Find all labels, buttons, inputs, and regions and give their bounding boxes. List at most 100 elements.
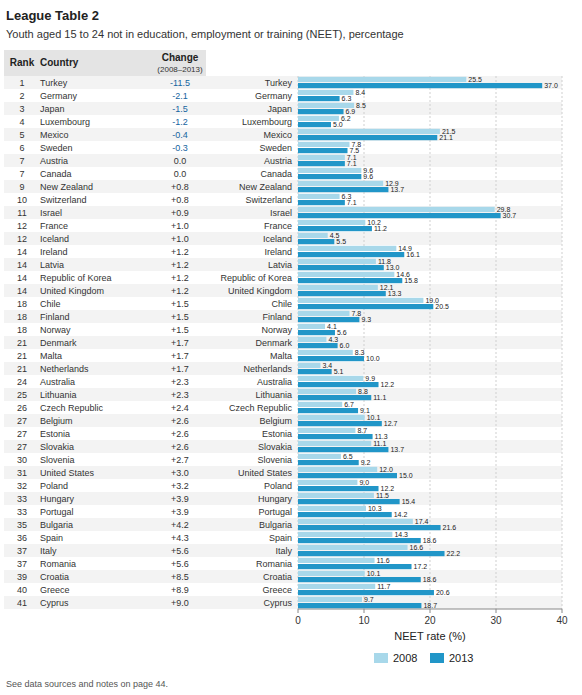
change: -11.5 xyxy=(170,78,190,88)
rank: 32 xyxy=(17,481,27,491)
row-background xyxy=(4,440,562,453)
data-label: 10.3 xyxy=(368,505,382,512)
bar xyxy=(298,311,349,316)
bar xyxy=(298,395,371,400)
country: Greece xyxy=(40,585,70,595)
data-label: 5.6 xyxy=(337,329,347,336)
data-label: 3.4 xyxy=(322,362,332,369)
grid-line xyxy=(496,76,497,609)
row-background xyxy=(4,310,562,323)
bar xyxy=(298,265,384,270)
country: Belgium xyxy=(40,416,73,426)
country: Netherlands xyxy=(40,364,89,374)
bar xyxy=(298,259,376,264)
bar xyxy=(298,363,320,368)
change: +2.7 xyxy=(171,455,189,465)
bar xyxy=(298,577,421,582)
tick-label: 10 xyxy=(358,615,370,626)
category-label: Latvia xyxy=(268,260,292,270)
bar xyxy=(298,187,388,192)
change: +2.6 xyxy=(171,416,189,426)
data-label: 37.0 xyxy=(544,82,558,89)
rank: 36 xyxy=(17,533,27,543)
rank: 37 xyxy=(17,546,27,556)
category-label: Italy xyxy=(275,546,292,556)
category-label: Finland xyxy=(262,312,292,322)
country: Croatia xyxy=(40,572,69,582)
row-background xyxy=(4,414,562,427)
bar xyxy=(298,161,345,166)
change: +8.5 xyxy=(171,572,189,582)
country: Chile xyxy=(40,299,61,309)
column-header: Change xyxy=(162,52,199,63)
row-background xyxy=(4,180,562,193)
data-label: 13.3 xyxy=(388,290,402,297)
bar xyxy=(298,181,383,186)
country: Portugal xyxy=(40,507,74,517)
data-label: 15.4 xyxy=(402,498,416,505)
rank: 9 xyxy=(19,182,24,192)
country: Finland xyxy=(40,312,70,322)
rank: 2 xyxy=(19,91,24,101)
column-header: (2008–2013) xyxy=(157,65,203,74)
change: +2.3 xyxy=(171,377,189,387)
data-label: 15.0 xyxy=(399,472,413,479)
change: +4.2 xyxy=(171,520,189,530)
bar xyxy=(298,460,359,465)
tick-label: 20 xyxy=(424,615,436,626)
data-label: 21.1 xyxy=(439,134,453,141)
change: -0.3 xyxy=(172,143,188,153)
rank: 27 xyxy=(17,429,27,439)
tick-label: 30 xyxy=(490,615,502,626)
category-label: Cyprus xyxy=(263,598,292,608)
country: Ireland xyxy=(40,247,68,257)
category-label: Chile xyxy=(271,299,292,309)
category-label: Mexico xyxy=(263,130,292,140)
bar xyxy=(298,343,338,348)
category-label: Australia xyxy=(257,377,292,387)
rank: 33 xyxy=(17,494,27,504)
change: -1.2 xyxy=(172,117,188,127)
country: Republic of Korea xyxy=(40,273,112,283)
bar xyxy=(298,272,394,277)
category-label: United Kingdom xyxy=(228,286,292,296)
rank: 4 xyxy=(19,117,24,127)
change: +1.2 xyxy=(171,286,189,296)
rank: 40 xyxy=(17,585,27,595)
country: Italy xyxy=(40,546,57,556)
bar xyxy=(298,434,373,439)
tick xyxy=(496,609,497,613)
country: Sweden xyxy=(40,143,73,153)
data-label: 17.4 xyxy=(415,518,429,525)
data-label: 13.7 xyxy=(390,186,404,193)
tick xyxy=(298,609,299,613)
bar xyxy=(298,525,441,530)
change: +1.2 xyxy=(171,260,189,270)
legend: 20082013 xyxy=(374,652,473,664)
change: +1.0 xyxy=(171,221,189,231)
footnote: See data sources and notes on page 44. xyxy=(6,679,168,689)
rank: 11 xyxy=(17,208,26,218)
bar xyxy=(298,317,359,322)
category-label: Lithuania xyxy=(255,390,292,400)
bar xyxy=(298,298,423,303)
bar xyxy=(298,109,344,114)
bar xyxy=(298,597,362,602)
country: France xyxy=(40,221,68,231)
bar xyxy=(298,376,363,381)
country: Austria xyxy=(40,156,68,166)
data-label: 18.6 xyxy=(423,537,437,544)
data-label: 11.1 xyxy=(373,440,386,447)
country: Mexico xyxy=(40,130,69,140)
bar xyxy=(298,142,349,147)
rank: 31 xyxy=(17,468,27,478)
rank: 26 xyxy=(17,403,27,413)
row-background xyxy=(4,206,562,219)
category-label: Portugal xyxy=(258,507,292,517)
bar xyxy=(298,148,348,153)
bar xyxy=(298,356,364,361)
bar xyxy=(298,382,379,387)
data-label: 6.3 xyxy=(342,95,352,102)
data-label: 6.5 xyxy=(343,453,353,460)
bar xyxy=(298,226,372,231)
